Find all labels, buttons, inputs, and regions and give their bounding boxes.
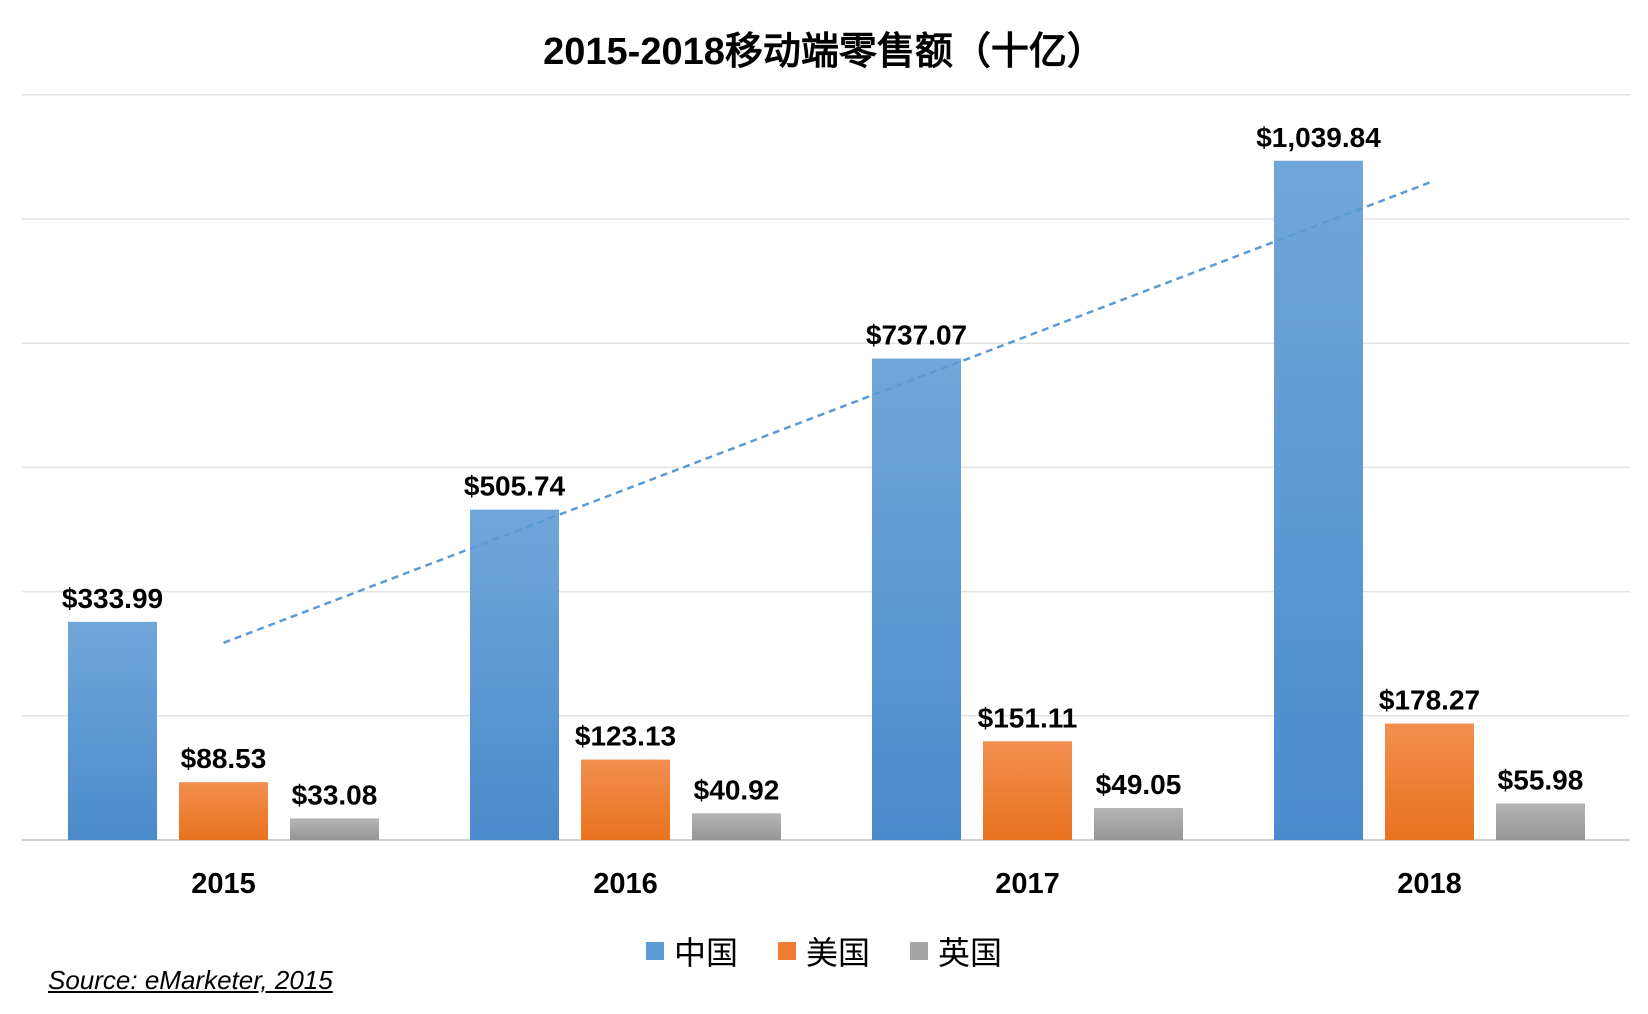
- bar-2016-s1: [581, 759, 670, 840]
- bar-2017-s1: [983, 741, 1072, 840]
- x-tick-label-2016: 2016: [593, 868, 658, 900]
- x-tick-label-2017: 2017: [995, 868, 1060, 900]
- bars: [68, 160, 1585, 841]
- bar-2017-s2: [1094, 807, 1183, 840]
- data-label-2016-s1: $123.13: [575, 721, 676, 752]
- data-label-2018-s2: $55.98: [1498, 764, 1584, 795]
- legend-swatch: [910, 942, 928, 960]
- data-label-2016-s2: $40.92: [694, 774, 780, 805]
- data-label-2017-s0: $737.07: [866, 320, 967, 351]
- legend-item-2: 英国: [910, 928, 1002, 974]
- data-label-2015-s1: $88.53: [181, 743, 267, 774]
- data-label-2015-s0: $333.99: [62, 583, 163, 614]
- bar-2016-s0: [470, 509, 559, 840]
- source-note: Source: eMarketer, 2015: [48, 965, 333, 995]
- data-label-2018-s1: $178.27: [1379, 685, 1480, 716]
- data-label-2017-s2: $49.05: [1096, 769, 1182, 800]
- x-axis-ticks: 2015 2016 2017 2018: [191, 868, 1462, 900]
- legend-label: 中国: [673, 934, 738, 972]
- trendline-group: [223, 181, 1430, 645]
- x-tick-label-2015: 2015: [191, 868, 256, 900]
- legend-swatch: [777, 942, 796, 960]
- data-label-2016-s0: $505.74: [464, 471, 566, 502]
- legend: 中国 美国 英国: [0, 928, 1648, 974]
- bar-2015-s0: [68, 621, 157, 840]
- x-tick-label-2018: 2018: [1397, 868, 1462, 900]
- legend-item-0: 中国: [645, 928, 738, 974]
- legend-label: 美国: [805, 934, 870, 972]
- chart-title: 2015-2018移动端零售额（十亿）: [543, 31, 1105, 73]
- data-labels: $333.99 $88.53 $33.08 $505.74 $123.13 $40.92 $…: [62, 122, 1583, 811]
- bar-2018-s1: [1385, 723, 1474, 840]
- bar-2017-s0: [872, 358, 961, 840]
- bar-2018-s2: [1496, 803, 1585, 840]
- data-label-2015-s2: $33.08: [292, 779, 378, 810]
- legend-label: 英国: [938, 934, 1003, 972]
- bar-2015-s1: [179, 782, 268, 840]
- bar-2015-s2: [290, 818, 379, 840]
- legend-swatch: [645, 942, 664, 960]
- data-label-2018-s0: $1,039.84: [1256, 122, 1381, 153]
- data-label-2017-s1: $151.11: [978, 702, 1078, 733]
- legend-item-1: 美国: [777, 928, 870, 974]
- bar-2018-s0: [1274, 160, 1363, 841]
- bar-2016-s2: [692, 813, 781, 840]
- trendline: [223, 181, 1430, 645]
